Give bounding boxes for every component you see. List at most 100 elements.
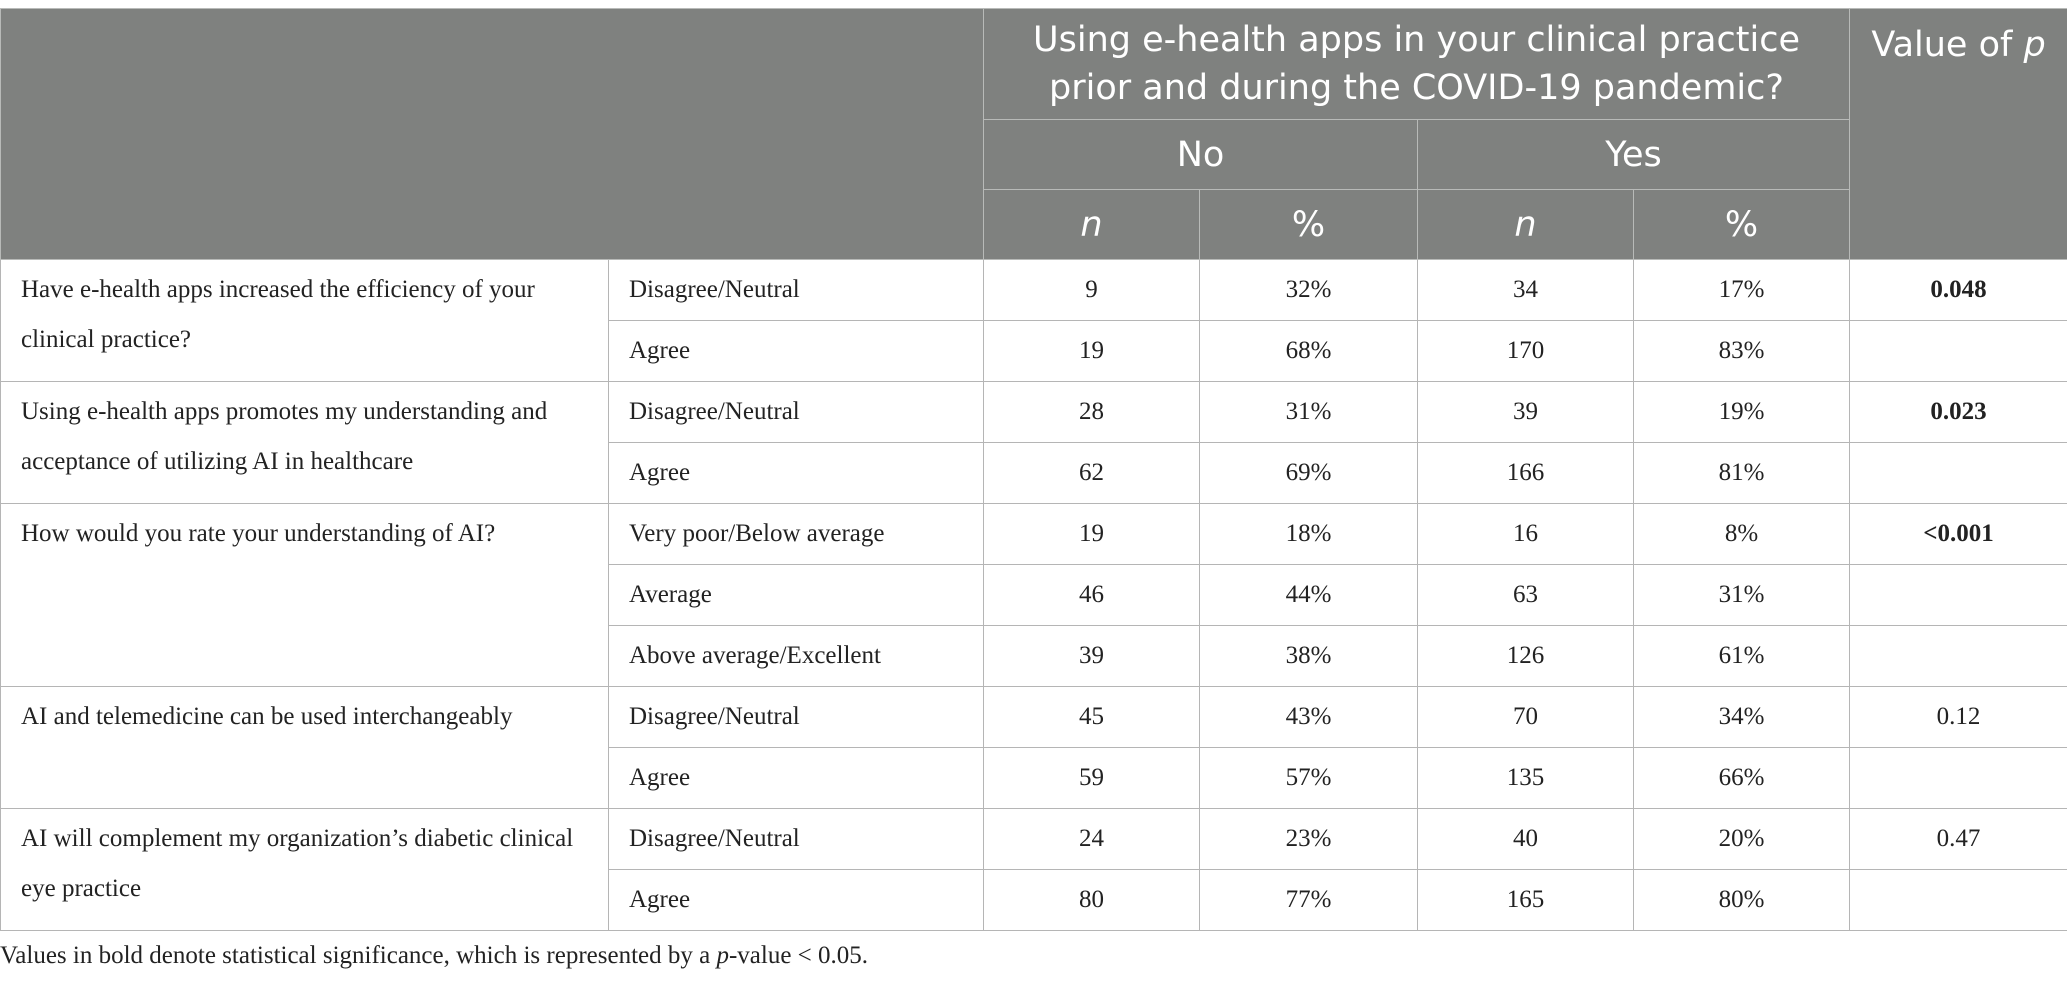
response-cell: Disagree/Neutral <box>608 259 984 321</box>
value-cell: 43% <box>1199 686 1418 748</box>
header-p-symbol: p <box>2023 25 2046 65</box>
value-cell: 34 <box>1417 259 1634 321</box>
response-cell: Agree <box>608 442 984 504</box>
value-cell: 32% <box>1199 259 1418 321</box>
empty-cell <box>1849 625 2067 687</box>
empty-cell <box>1849 320 2067 382</box>
empty-cell <box>1849 747 2067 809</box>
table-row: Agree 80 77% 165 80% <box>1 869 2067 931</box>
header-blank <box>0 8 984 260</box>
response-cell: Disagree/Neutral <box>608 808 984 870</box>
question-cell: Have e-health apps increased the efficie… <box>0 259 609 382</box>
header-p-label: Value of <box>1871 25 2013 65</box>
value-cell: 57% <box>1199 747 1418 809</box>
table-row: Using e-health apps promotes my understa… <box>0 381 2067 504</box>
value-cell: 16 <box>1417 503 1634 565</box>
value-cell: 31% <box>1632 564 1851 626</box>
value-cell: 31% <box>1199 381 1418 443</box>
value-cell: 17% <box>1632 259 1851 321</box>
value-cell: 24 <box>983 808 1200 870</box>
value-cell: 165 <box>1417 869 1634 931</box>
value-cell: 126 <box>1417 625 1634 687</box>
value-cell: 61% <box>1632 625 1851 687</box>
value-cell: 45 <box>983 686 1200 748</box>
table-container: Using e-health apps in your clinical pra… <box>0 8 2067 931</box>
value-cell: 46 <box>983 564 1200 626</box>
value-cell: 39 <box>983 625 1200 687</box>
value-cell: 19 <box>983 320 1200 382</box>
value-cell: 19% <box>1632 381 1851 443</box>
table-row: Have e-health apps increased the efficie… <box>0 259 2067 382</box>
footnote-text: Values in bold denote statistical signif… <box>0 942 717 969</box>
value-cell: 70 <box>1417 686 1634 748</box>
response-cell: Agree <box>608 320 984 382</box>
value-cell: 77% <box>1199 869 1418 931</box>
header-n: n <box>983 189 1200 260</box>
footnote: Values in bold denote statistical signif… <box>0 942 868 970</box>
table-body: Have e-health apps increased the efficie… <box>0 259 2067 931</box>
value-cell: 9 <box>983 259 1200 321</box>
value-cell: 34% <box>1632 686 1851 748</box>
header-group: Using e-health apps in your clinical pra… <box>982 8 1851 120</box>
p-value-cell: 0.12 <box>1849 686 2067 748</box>
value-cell: 66% <box>1632 747 1851 809</box>
response-cell: Agree <box>608 869 984 931</box>
table-row: AI will complement my organization’s dia… <box>0 808 2067 931</box>
header-pct: % <box>1199 189 1418 260</box>
empty-cell <box>1849 869 2067 931</box>
table-row: How would you rate your understanding of… <box>0 503 2067 687</box>
empty-cell <box>1849 442 2067 504</box>
table-row: Above average/Excellent 39 38% 126 61% <box>1 625 2067 687</box>
footnote-symbol: p <box>716 942 729 969</box>
value-cell: 69% <box>1199 442 1418 504</box>
response-cell: Very poor/Below average <box>608 503 984 565</box>
header-pct: % <box>1632 189 1851 260</box>
value-cell: 80 <box>983 869 1200 931</box>
empty-cell <box>1849 564 2067 626</box>
table: Using e-health apps in your clinical pra… <box>0 8 2067 931</box>
value-cell: 59 <box>983 747 1200 809</box>
response-cell: Disagree/Neutral <box>608 686 984 748</box>
value-cell: 166 <box>1417 442 1634 504</box>
value-cell: 80% <box>1632 869 1851 931</box>
value-cell: 44% <box>1199 564 1418 626</box>
question-cell: AI will complement my organization’s dia… <box>0 808 609 931</box>
table-row: AI and telemedicine can be used intercha… <box>0 686 2067 809</box>
response-cell: Disagree/Neutral <box>608 381 984 443</box>
p-value-cell: 0.47 <box>1849 808 2067 870</box>
value-cell: 28 <box>983 381 1200 443</box>
p-value-cell: 0.023 <box>1849 381 2067 443</box>
p-value-cell: <0.001 <box>1849 503 2067 565</box>
value-cell: 23% <box>1199 808 1418 870</box>
header-yes: Yes <box>1416 119 1851 190</box>
response-cell: Agree <box>608 747 984 809</box>
response-cell: Average <box>608 564 984 626</box>
header-n-text: n <box>1514 204 1537 245</box>
response-cell: Above average/Excellent <box>608 625 984 687</box>
value-cell: 170 <box>1417 320 1634 382</box>
value-cell: 20% <box>1632 808 1851 870</box>
value-cell: 18% <box>1199 503 1418 565</box>
table-row: Agree 59 57% 135 66% <box>1 747 2067 809</box>
value-cell: 81% <box>1632 442 1851 504</box>
value-cell: 68% <box>1199 320 1418 382</box>
header-n: n <box>1417 189 1634 260</box>
value-cell: 135 <box>1417 747 1634 809</box>
value-cell: 63 <box>1417 564 1634 626</box>
value-cell: 40 <box>1417 808 1634 870</box>
value-cell: 19 <box>983 503 1200 565</box>
question-cell: Using e-health apps promotes my understa… <box>0 381 609 504</box>
question-cell: AI and telemedicine can be used intercha… <box>0 686 609 809</box>
footnote-text: -value < 0.05. <box>728 942 869 969</box>
value-cell: 8% <box>1632 503 1851 565</box>
question-cell: How would you rate your understanding of… <box>0 503 609 687</box>
value-cell: 83% <box>1632 320 1851 382</box>
value-cell: 38% <box>1199 625 1418 687</box>
value-cell: 62 <box>983 442 1200 504</box>
header-p: Value of p <box>1849 8 2067 260</box>
p-value-cell: 0.048 <box>1849 259 2067 321</box>
table-row: Agree 62 69% 166 81% <box>1 442 2067 504</box>
header-n-text: n <box>1080 204 1103 245</box>
value-cell: 39 <box>1417 381 1634 443</box>
